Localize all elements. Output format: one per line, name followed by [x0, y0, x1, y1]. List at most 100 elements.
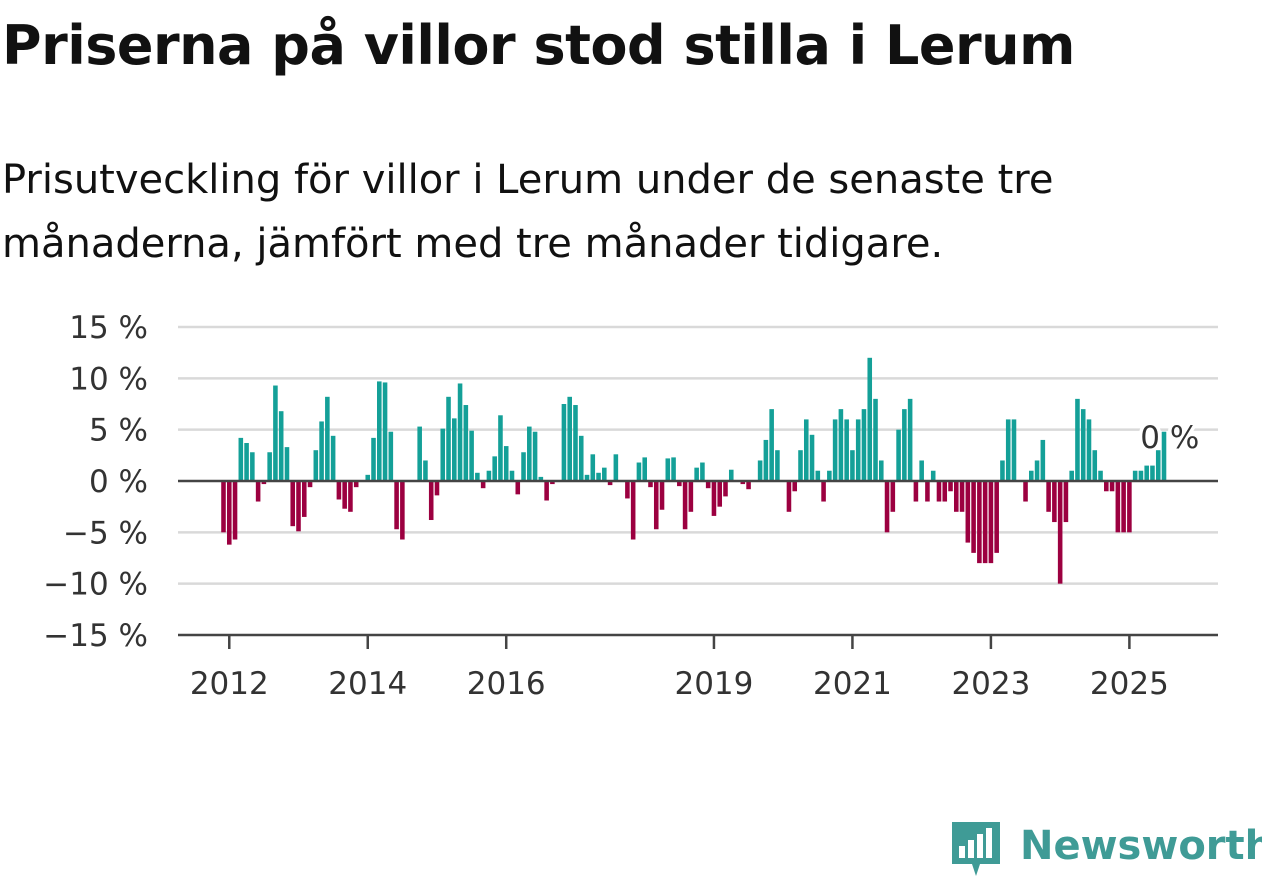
page-subtitle: Prisutveckling för villor i Lerum under … [2, 157, 1054, 267]
bar [705, 481, 711, 489]
bar [884, 481, 890, 533]
bar [1075, 398, 1080, 481]
bar [636, 462, 642, 481]
last-value-label: 0 % [1140, 420, 1199, 456]
x-tick-label: 2012 [190, 666, 269, 700]
y-tick-label: −10 % [43, 567, 148, 603]
bar [723, 481, 728, 497]
bar [717, 481, 723, 507]
bar [803, 419, 809, 481]
bar [648, 481, 653, 488]
page-title: Priserna på villor stod stilla i Lerum [2, 14, 1075, 77]
bar [1029, 470, 1034, 481]
bar [267, 452, 272, 481]
bar [659, 481, 665, 510]
bar [521, 452, 526, 481]
bar [313, 450, 319, 481]
bar [590, 454, 596, 481]
bar [642, 457, 647, 481]
x-tick-label: 2021 [813, 666, 892, 700]
bar [867, 357, 873, 481]
bar [515, 481, 521, 495]
bar [394, 481, 399, 530]
bar [1098, 470, 1103, 481]
bar [763, 439, 769, 481]
bar [671, 457, 676, 481]
bar [1155, 450, 1161, 481]
bar [936, 481, 942, 502]
bar [959, 481, 965, 512]
bar [711, 481, 717, 516]
bar [809, 434, 815, 481]
bar [746, 481, 751, 490]
bar [400, 481, 405, 540]
bar [336, 481, 342, 500]
y-tick-label: −5 % [63, 515, 148, 551]
bar [284, 447, 290, 481]
bar [342, 481, 347, 509]
bar [261, 481, 267, 485]
bar [1011, 419, 1017, 481]
bar [1057, 481, 1063, 584]
bar [700, 462, 705, 481]
bar [948, 481, 953, 492]
bar [769, 409, 774, 481]
bars [221, 357, 1167, 584]
y-tick-label: 15 % [69, 310, 148, 346]
bar [942, 481, 948, 502]
bar [821, 481, 826, 502]
bar [913, 481, 919, 502]
bar [907, 398, 913, 481]
bar [567, 396, 572, 481]
chart-bubble-icon [952, 822, 1000, 876]
bar [902, 409, 907, 481]
bar [290, 481, 296, 527]
bar [850, 450, 855, 481]
bar [255, 481, 261, 502]
bar [446, 396, 451, 481]
bar [630, 481, 636, 540]
bar [538, 476, 544, 481]
bar [532, 431, 538, 481]
bar [584, 474, 590, 481]
y-tick-label: −15 % [43, 618, 148, 654]
bar [325, 396, 330, 481]
bar [221, 481, 226, 533]
bar [463, 405, 469, 481]
y-tick-label: 5 % [89, 413, 148, 449]
bar [348, 481, 353, 512]
bar [775, 450, 780, 481]
bar [330, 435, 336, 481]
bar [786, 481, 792, 512]
bar [740, 481, 746, 485]
bar [365, 474, 371, 481]
bar-chart: 15 %10 %5 %0 %−5 %−10 %−15 % 2012 2014 201… [43, 310, 1218, 700]
axes [178, 479, 1218, 649]
bar [677, 481, 682, 487]
x-tick-label: 2025 [1090, 666, 1169, 700]
bar [434, 481, 440, 496]
bar [578, 435, 584, 481]
bar [694, 467, 699, 481]
bar [273, 385, 278, 481]
bar [503, 446, 509, 481]
bar [1069, 470, 1074, 481]
bar [226, 481, 232, 545]
bar [1005, 419, 1011, 481]
bar [832, 419, 838, 481]
annotation: 0 % [1137, 417, 1203, 460]
bar [1092, 450, 1098, 481]
bar [1161, 431, 1167, 481]
bar [469, 430, 474, 481]
bar [573, 405, 578, 481]
bar [844, 419, 849, 481]
bar [382, 382, 388, 481]
bar [1023, 481, 1028, 502]
bar [371, 437, 376, 481]
bar [244, 443, 249, 481]
bar [602, 467, 607, 481]
bar [1040, 439, 1046, 481]
bar [1104, 481, 1109, 492]
bar [988, 481, 994, 564]
bar [596, 472, 601, 481]
